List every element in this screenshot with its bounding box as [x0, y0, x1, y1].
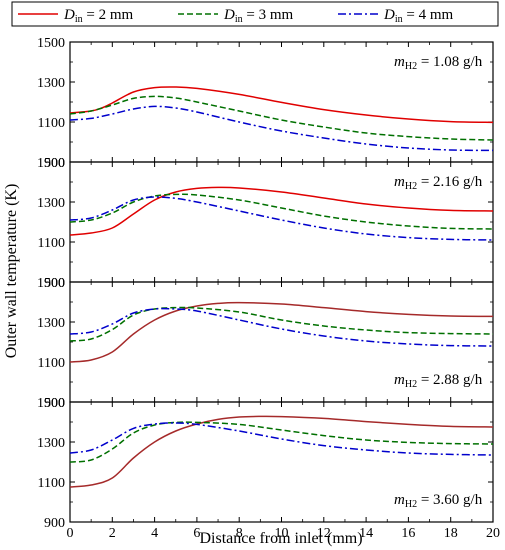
series-line-2: [70, 306, 493, 342]
y-tick-label: 1300: [37, 196, 65, 211]
y-axis-label: Outer wall temperature (K): [3, 184, 20, 359]
y-tick-label: 1100: [38, 356, 65, 371]
y-tick-label: 900: [44, 156, 65, 171]
y-tick-label: 1300: [37, 436, 65, 451]
series-line-2: [70, 421, 493, 463]
y-tick-label: 900: [44, 516, 65, 531]
panel-3: 900 1100 1300 1500 mH2 = 2.88 g/h: [37, 276, 494, 411]
legend-entry: Din = 2 mm: [63, 7, 134, 25]
x-tick-label: 0: [67, 526, 74, 541]
series-line-2: [70, 95, 493, 141]
series-line-1: [70, 415, 493, 488]
y-tick-label: 1500: [37, 156, 65, 171]
x-tick-label: 4: [151, 526, 158, 541]
x-tick-label: 14: [359, 526, 373, 541]
x-tick-label: 16: [401, 526, 415, 541]
series-line-3: [70, 196, 493, 241]
x-tick-label: 2: [109, 526, 116, 541]
y-tick-label: 900: [44, 396, 65, 411]
series-line-3: [70, 422, 493, 456]
legend: Din = 2 mm Din = 3 mm Din = 4 mm: [11, 1, 499, 27]
x-tick-label: 6: [193, 526, 200, 541]
panel-annotation: mH2 = 1.08 g/h: [394, 54, 483, 72]
y-tick-label: 1500: [37, 36, 65, 51]
panel-annotation: mH2 = 3.60 g/h: [394, 492, 483, 510]
x-tick-label: 20: [486, 526, 500, 541]
x-tick-label: 12: [317, 526, 331, 541]
y-tick-label: 1100: [38, 476, 65, 491]
panels: 900 1100 1300 1500 mH2 = 1.08 g/h 900 1100 1300…: [37, 36, 500, 541]
x-tick-label: 18: [444, 526, 458, 541]
series-line-2: [70, 193, 493, 230]
legend-entry: Din = 4 mm: [383, 7, 454, 25]
y-tick-label: 1100: [38, 116, 65, 131]
y-tick-label: 900: [44, 276, 65, 291]
panel-1: 900 1100 1300 1500 mH2 = 1.08 g/h: [37, 36, 494, 171]
x-tick-label: 10: [275, 526, 289, 541]
y-tick-label: 1300: [37, 316, 65, 331]
series-line-1: [70, 301, 493, 363]
x-tick-label: 8: [236, 526, 243, 541]
legend-entry: Din = 3 mm: [223, 7, 294, 25]
panel-4: 900 1100 1300 1500 0 2 4 6 8 10 12 14 16 18 20 mH2 = 3.…: [37, 396, 500, 541]
panel-annotation: mH2 = 2.16 g/h: [394, 174, 483, 192]
legend-frame: [11, 1, 499, 27]
series-line-1: [70, 186, 493, 236]
y-tick-label: 1300: [37, 76, 65, 91]
y-tick-label: 1100: [38, 236, 65, 251]
series-line-3: [70, 105, 493, 152]
series-line-1: [70, 86, 493, 124]
panel-2: 900 1100 1300 1500 mH2 = 2.16 g/h: [37, 156, 494, 291]
x-axis-label: Distance from inlet (mm): [199, 530, 362, 547]
y-tick-label: 1500: [37, 276, 65, 291]
panel-annotation: mH2 = 2.88 g/h: [394, 372, 483, 390]
y-tick-label: 1500: [37, 396, 65, 411]
series-line-3: [70, 307, 493, 347]
